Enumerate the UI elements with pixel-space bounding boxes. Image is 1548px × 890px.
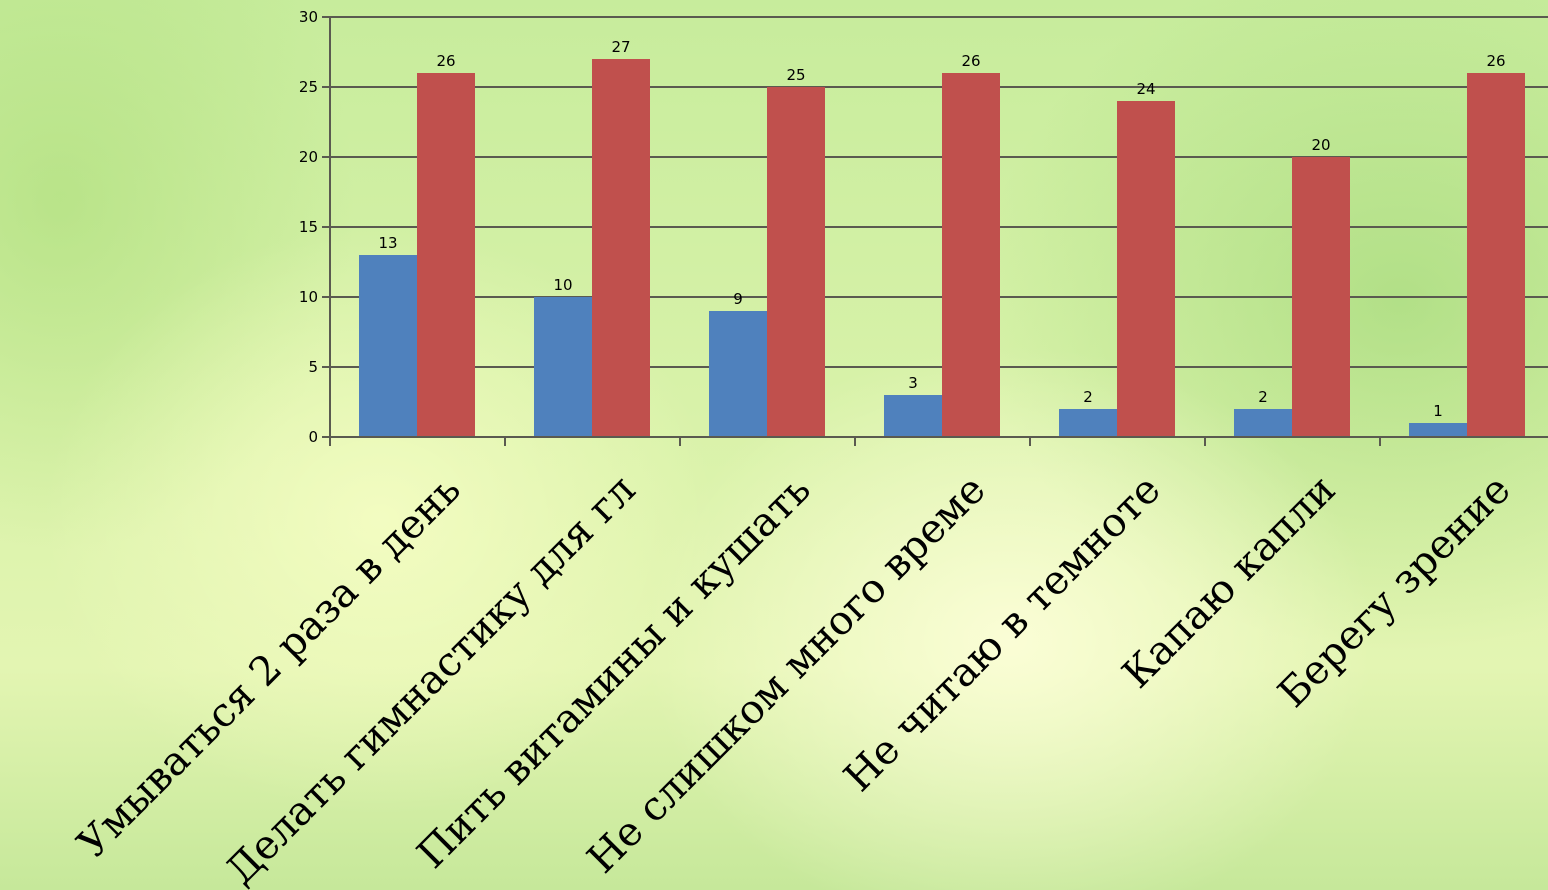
bar: [417, 73, 475, 437]
bar: [1234, 409, 1292, 437]
data-label: 27: [611, 38, 630, 56]
x-category-label: Не читаю в темноте: [835, 467, 1169, 801]
bars: [359, 59, 1525, 437]
data-label: 2: [1258, 388, 1268, 406]
data-label: 20: [1311, 136, 1330, 154]
data-label: 10: [553, 276, 572, 294]
data-label: 3: [908, 374, 918, 392]
y-tick-label: 0: [308, 428, 318, 446]
bar: [1409, 423, 1467, 437]
bar: [534, 297, 592, 437]
y-tick-label: 5: [308, 358, 318, 376]
data-label: 26: [1486, 52, 1505, 70]
axes: [322, 16, 1548, 446]
y-tick-label: 10: [299, 288, 318, 306]
y-tick-label: 15: [299, 218, 318, 236]
bar: [709, 311, 767, 437]
data-label: 25: [786, 66, 805, 84]
y-tick-label: 30: [299, 8, 318, 26]
data-label: 26: [436, 52, 455, 70]
bar: [767, 87, 825, 437]
data-label: 2: [1083, 388, 1093, 406]
bar: [359, 255, 417, 437]
x-category-label: Умываться 2 раза в день: [69, 467, 470, 868]
bar: [592, 59, 650, 437]
y-tick-label: 20: [299, 148, 318, 166]
y-tick-label: 25: [299, 78, 318, 96]
data-label: 9: [733, 290, 743, 308]
gridlines: [330, 16, 1548, 368]
bar: [942, 73, 1000, 437]
bar: [1292, 157, 1350, 437]
data-label: 1: [1433, 402, 1443, 420]
data-label: 26: [961, 52, 980, 70]
data-label: 13: [378, 234, 397, 252]
bar: [1059, 409, 1117, 437]
bar: [884, 395, 942, 437]
data-label: 24: [1136, 80, 1155, 98]
bar: [1117, 101, 1175, 437]
bar: [1467, 73, 1525, 437]
